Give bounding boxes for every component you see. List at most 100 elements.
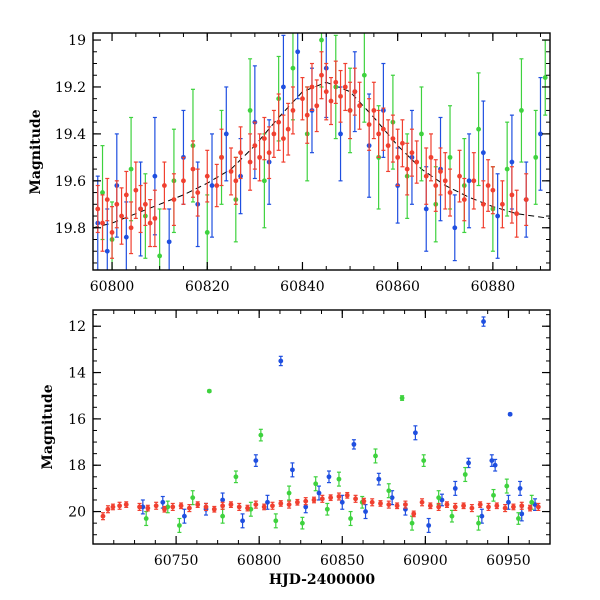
data-point (457, 173, 462, 179)
data-point (203, 504, 209, 510)
data-point (452, 225, 458, 231)
data-point (265, 499, 270, 505)
data-point (252, 143, 258, 149)
data-point (363, 509, 368, 514)
top-panel: 60800 60820 60840 60860 60880 19 19.2 19.4 19.6 1… (28, 32, 551, 295)
data-point (195, 190, 201, 195)
data-point (123, 502, 129, 508)
data-point (447, 190, 453, 195)
data-point (361, 72, 367, 78)
series-2 (100, 491, 541, 521)
data-point (314, 103, 320, 109)
data-point (336, 476, 342, 482)
data-point (485, 183, 491, 188)
data-point (477, 502, 483, 508)
data-point (395, 154, 401, 160)
data-point (253, 502, 259, 508)
data-point (123, 192, 129, 198)
data-point (361, 498, 367, 504)
data-point (311, 497, 317, 503)
data-point (133, 187, 139, 193)
data-point (214, 183, 220, 188)
data-point (233, 474, 239, 480)
data-point (423, 173, 429, 179)
data-point (535, 504, 541, 510)
x-tick-label: 60750 (154, 553, 199, 569)
data-point (394, 503, 400, 509)
data-point (303, 498, 309, 504)
data-point (160, 499, 166, 505)
data-point (476, 126, 481, 132)
data-point (519, 511, 525, 517)
data-point (240, 518, 245, 524)
data-point (233, 178, 239, 184)
data-point (409, 150, 415, 156)
data-point (326, 474, 332, 480)
data-point (519, 108, 524, 113)
data-point (338, 131, 343, 137)
data-point (181, 178, 186, 184)
top-panel-ticks: 60800 60820 60840 60860 60880 19 19.2 19.4 19.6 1… (55, 33, 550, 295)
data-point (285, 126, 291, 132)
data-point (273, 518, 279, 524)
data-point (461, 503, 466, 509)
y-tick-label: 20 (68, 505, 86, 521)
data-point (137, 504, 142, 510)
data-point (114, 201, 120, 207)
data-point (479, 513, 485, 519)
data-point (270, 503, 275, 509)
data-point (399, 395, 405, 401)
bottom-panel-data (100, 316, 541, 534)
data-point (502, 505, 508, 511)
data-point (162, 183, 167, 188)
data-point (236, 504, 242, 510)
data-point (480, 150, 486, 156)
data-point (153, 503, 159, 509)
data-point (471, 178, 477, 184)
data-point (423, 206, 429, 212)
data-point (142, 201, 148, 207)
data-point (449, 513, 455, 519)
x-tick-label: 60950 (486, 553, 531, 569)
data-point (295, 49, 301, 55)
data-point (533, 154, 539, 160)
y-tick-label: 16 (68, 412, 86, 428)
data-point (286, 502, 292, 508)
data-point (276, 119, 282, 125)
data-point (357, 103, 362, 109)
data-point (419, 131, 424, 137)
data-point (100, 190, 105, 195)
data-point (313, 481, 319, 487)
data-point (110, 504, 116, 510)
series-1 (100, 33, 548, 270)
data-point (104, 248, 110, 254)
series-1 (143, 388, 535, 534)
data-point (347, 108, 353, 113)
x-tick-label: 60800 (237, 553, 282, 569)
x-tick-label: 60900 (403, 553, 448, 569)
data-point (105, 506, 111, 512)
data-point (506, 499, 511, 505)
data-point (171, 197, 177, 203)
y-tick-label: 12 (68, 319, 86, 335)
data-point (348, 516, 353, 521)
data-point (476, 520, 481, 526)
data-point (495, 213, 501, 219)
data-point (223, 131, 229, 137)
top-panel-data (93, 33, 550, 270)
data-point (412, 430, 418, 436)
data-point (220, 513, 226, 519)
bottom-panel-ticks: 60750 60800 60850 60900 60950 12 14 16 18 20 (68, 310, 551, 569)
data-point (338, 93, 343, 99)
data-point (507, 411, 513, 417)
data-point (152, 215, 158, 221)
data-point (411, 511, 417, 517)
data-point (123, 234, 129, 240)
data-point (145, 505, 151, 511)
data-point (504, 483, 510, 489)
data-point (492, 462, 498, 468)
data-point (170, 504, 176, 510)
x-tick-label: 60800 (90, 279, 135, 295)
data-point (152, 173, 158, 179)
